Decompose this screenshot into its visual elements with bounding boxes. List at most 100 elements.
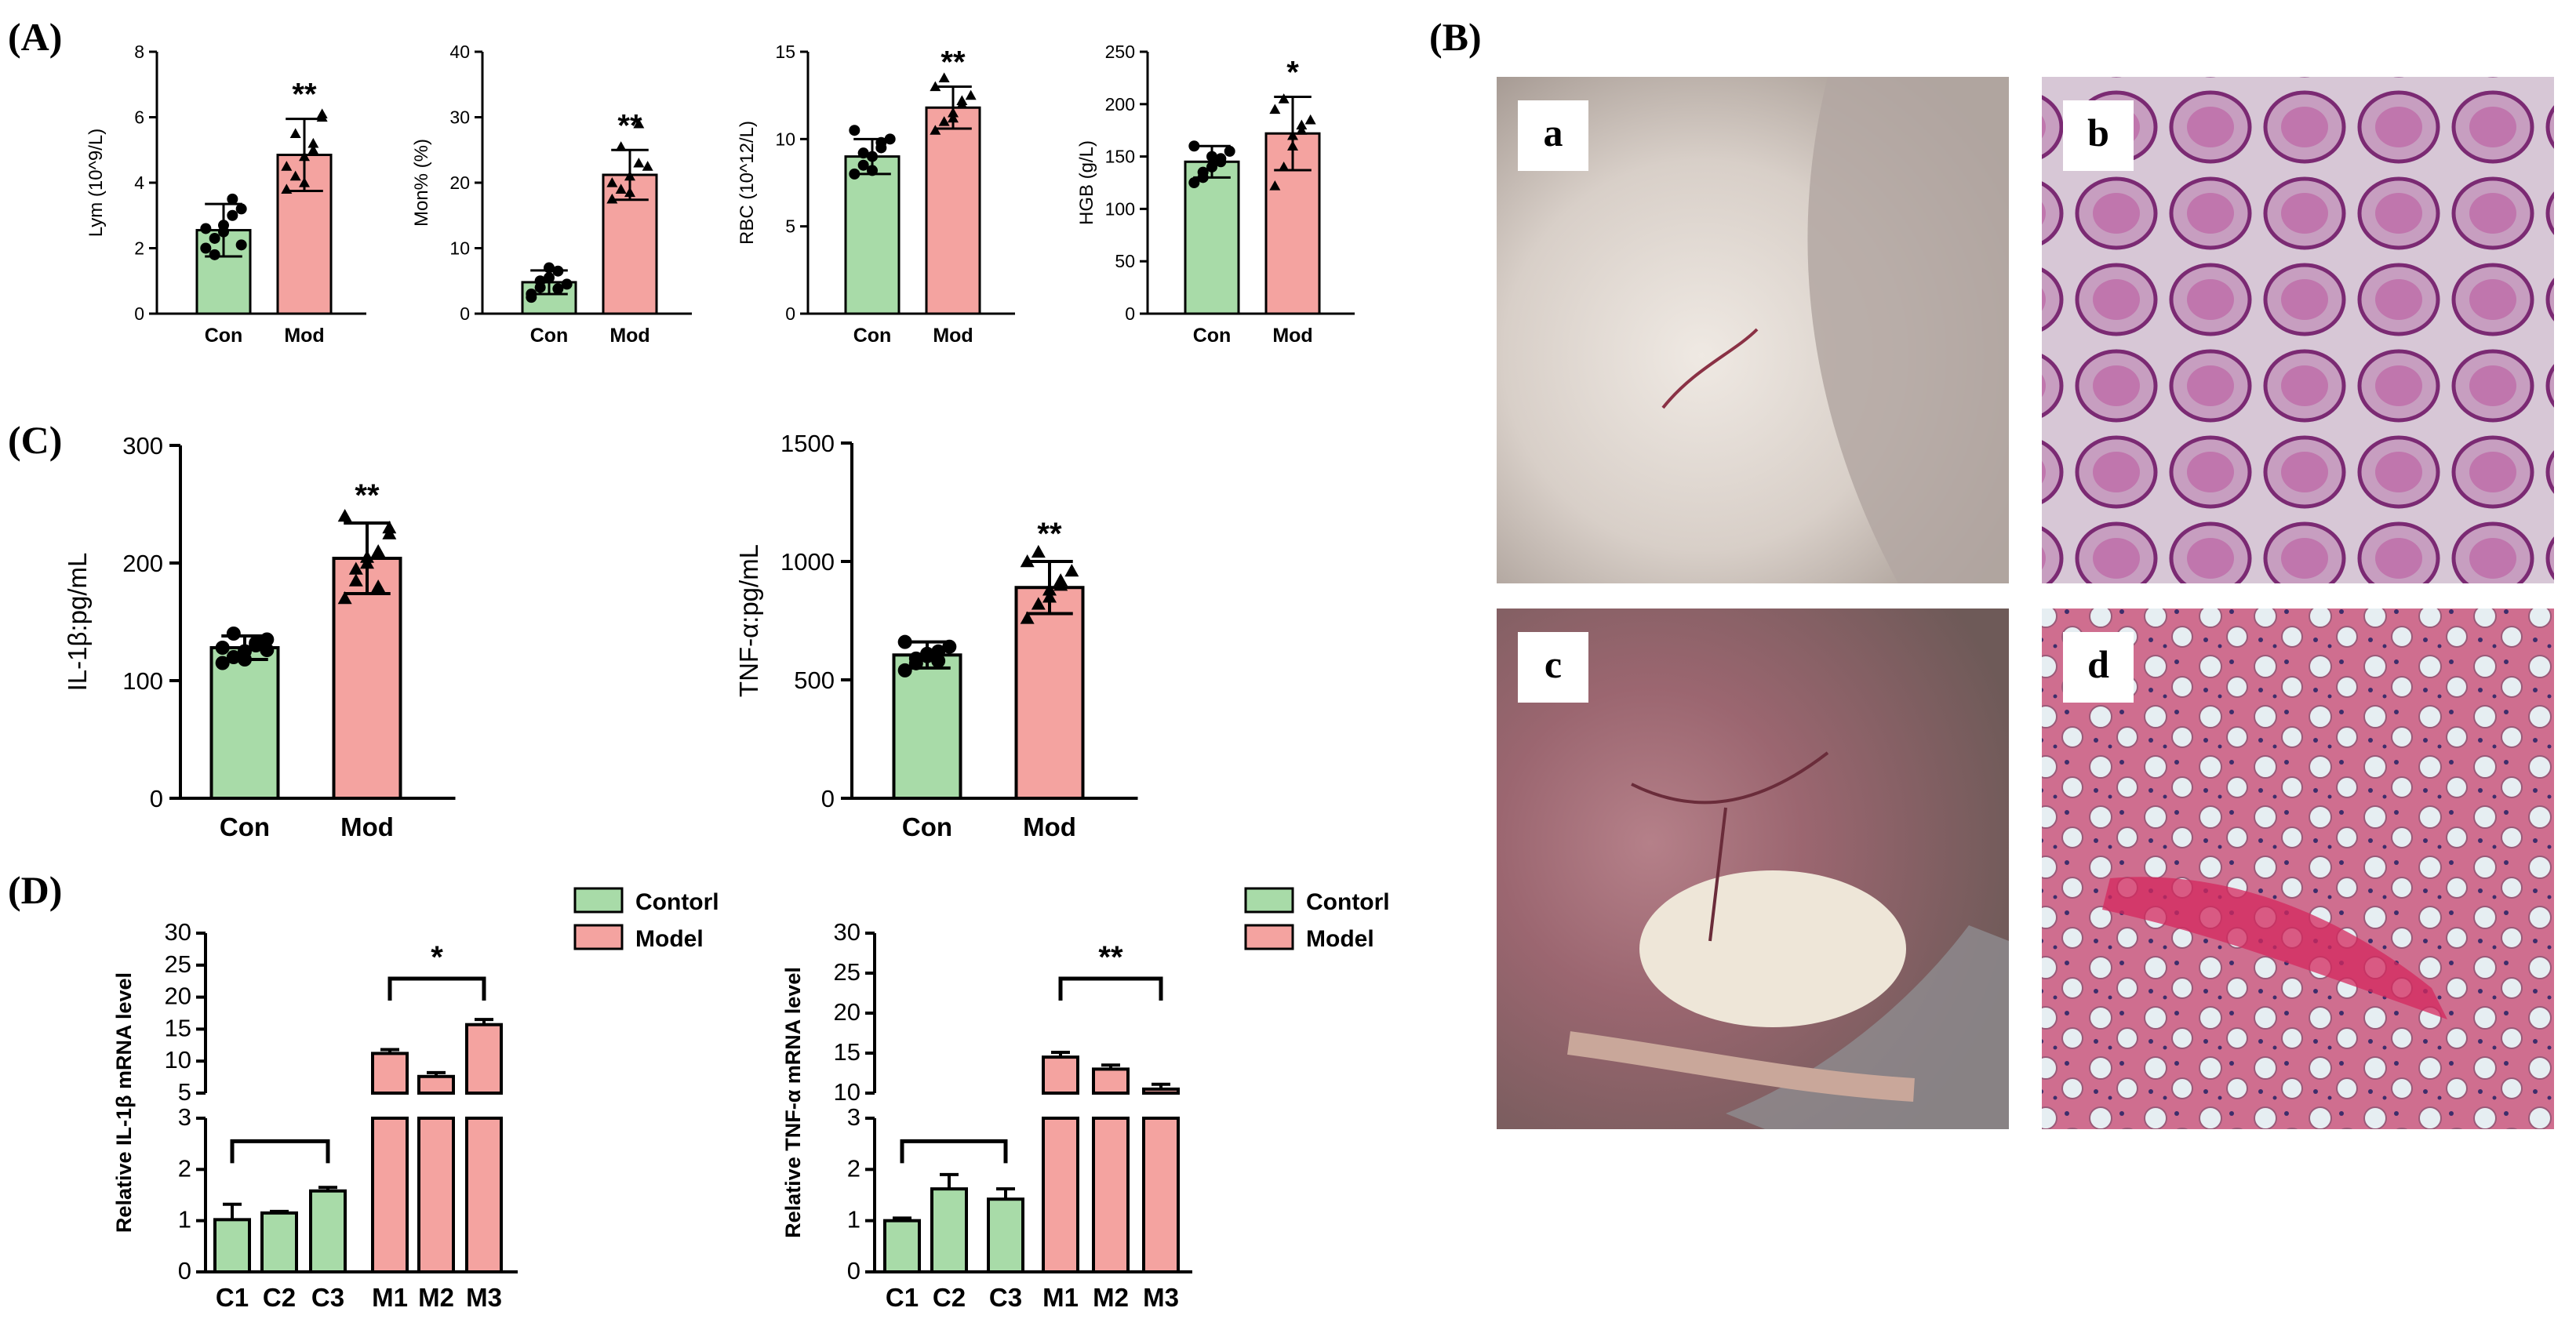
bar-m2-lower <box>1092 1117 1130 1273</box>
y-tick-label: 250 <box>1105 42 1135 62</box>
photo-label-d: d <box>2087 642 2109 686</box>
data-point <box>348 573 363 587</box>
bar-c2 <box>930 1187 968 1274</box>
legend-il1b-mrna: Contorl Model <box>573 887 719 952</box>
y-tick-label: 0 <box>847 1257 860 1284</box>
data-point <box>1188 177 1200 188</box>
data-point <box>238 652 252 667</box>
photo-label-box <box>1518 632 1588 703</box>
data-point <box>1296 125 1308 135</box>
data-point <box>561 278 573 290</box>
photo-label-b: b <box>2087 111 2109 154</box>
data-point <box>215 656 230 670</box>
y-tick-label: 0 <box>150 785 163 812</box>
data-point <box>227 209 238 221</box>
y-tick-label: 10 <box>165 1046 191 1074</box>
y-axis-label: Lym (10^9/L) <box>86 129 107 237</box>
y-axis-label: HGB (g/L) <box>1076 140 1097 225</box>
photo-label-box <box>2063 100 2134 171</box>
data-point <box>534 275 546 287</box>
x-tick-label: C2 <box>263 1283 296 1312</box>
data-point <box>930 125 941 135</box>
data-point <box>200 242 212 254</box>
photo-a: a <box>1497 77 2009 583</box>
x-tick-label: C3 <box>311 1283 344 1312</box>
y-axis-label: RBC (10^12/L) <box>737 121 758 245</box>
x-tick-label: Con <box>853 325 892 347</box>
x-tick-label: Con <box>902 812 952 841</box>
x-tick-label: M2 <box>1093 1283 1129 1312</box>
x-tick-label: C1 <box>886 1283 919 1312</box>
panel-label-a: (A) <box>8 15 62 59</box>
legend-label-model: Model <box>635 926 704 952</box>
data-point <box>942 639 957 654</box>
y-tick-label: 15 <box>165 1014 191 1041</box>
x-tick-label: Mod <box>1023 812 1076 841</box>
y-axis-label: Mon% (%) <box>411 139 432 227</box>
bar-m1-upper <box>371 1052 409 1095</box>
bar-m2-upper <box>417 1074 455 1095</box>
y-tick-label: 30 <box>165 918 191 946</box>
chart-rbc: 0 5 10 15 RBC (10^12/L) Con Mod ** <box>737 42 1015 347</box>
data-point <box>965 89 977 100</box>
x-tick-label: Mod <box>1272 325 1312 347</box>
legend-swatch-model <box>1244 924 1294 950</box>
y-tick-label: 0 <box>460 303 470 324</box>
bar-m2-lower <box>417 1117 455 1273</box>
data-point <box>615 183 627 194</box>
data-point <box>360 550 374 563</box>
data-point <box>526 292 537 303</box>
y-tick-label: 4 <box>134 173 144 193</box>
data-point <box>1278 161 1290 172</box>
data-point <box>235 203 247 215</box>
chart-lym: 0 2 4 6 8 Lym (10^9/L) Con Mod ** <box>86 42 366 347</box>
data-point <box>1278 93 1290 104</box>
y-tick-label: 20 <box>449 173 470 193</box>
legend-swatch-model <box>573 924 624 950</box>
y-tick-label: 10 <box>449 238 470 259</box>
data-point <box>337 591 352 605</box>
y-tick-label: 1 <box>178 1206 191 1233</box>
x-tick-label: C2 <box>933 1283 966 1312</box>
y-tick-label: 0 <box>785 303 795 324</box>
panel-label-b: (B) <box>1429 15 1482 59</box>
data-point <box>1042 590 1057 603</box>
x-tick-label: Con <box>205 325 243 347</box>
bar-c3 <box>987 1197 1024 1274</box>
y-tick-label: 5 <box>785 216 795 237</box>
y-tick-label: 10 <box>775 129 795 149</box>
comparison-bracket-control <box>230 1139 330 1164</box>
data-point <box>544 262 555 274</box>
comparison-bracket-model <box>387 976 486 1001</box>
significance-marker: ** <box>292 78 317 112</box>
data-point <box>1020 554 1035 568</box>
legend-label-model: Model <box>1306 926 1374 952</box>
data-point <box>552 283 564 295</box>
data-point <box>938 72 950 82</box>
photo-label-c: c <box>1545 642 1562 686</box>
y-tick-label: 25 <box>165 950 191 978</box>
data-point <box>948 107 959 118</box>
data-point <box>348 561 363 575</box>
y-tick-label: 6 <box>134 107 144 128</box>
y-tick-label: 100 <box>122 667 163 695</box>
y-tick-label: 2 <box>178 1154 191 1182</box>
data-point <box>209 249 220 260</box>
x-tick-label: M1 <box>1042 1283 1079 1312</box>
photo-label-box <box>1518 100 1588 171</box>
chart-tnfa-mrna: 0 1 2 310 15 20 25 30 Relative TNF-α mRNA level C… <box>781 918 1192 1312</box>
chart-il1b: 0 100 200 300 IL-1β:pg/mL Con Mod ** <box>63 432 456 841</box>
data-point <box>260 643 275 657</box>
x-tick-label: M1 <box>372 1283 408 1312</box>
data-point <box>1206 151 1217 162</box>
photo-b: b <box>2042 77 2554 583</box>
bar-m3-upper <box>1142 1087 1180 1095</box>
data-point <box>920 646 934 661</box>
data-point <box>948 112 959 123</box>
data-point <box>215 641 230 655</box>
panel-label-d: (D) <box>8 868 62 912</box>
data-point <box>1269 104 1281 114</box>
x-tick-label: Mod <box>340 812 394 841</box>
data-point <box>633 157 645 168</box>
chart-tnfa: 0 500 1000 1500 TNF-α:pg/mL Con Mod ** <box>734 430 1138 841</box>
